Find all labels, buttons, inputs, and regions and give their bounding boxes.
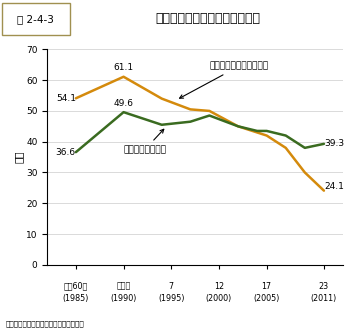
Text: (1990): (1990) (110, 294, 137, 303)
Text: 61.1: 61.1 (113, 63, 134, 72)
FancyBboxPatch shape (2, 3, 70, 35)
Text: 食料・飲料卸売業: 食料・飲料卸売業 (124, 129, 167, 154)
Text: 24.1: 24.1 (324, 182, 344, 190)
Text: (1985): (1985) (63, 294, 89, 303)
Text: 17: 17 (261, 282, 272, 291)
Text: 54.1: 54.1 (56, 94, 76, 103)
Y-axis label: 兆円: 兆円 (13, 151, 23, 163)
Text: 資料：経済産業省「商業動態統計調査」: 資料：経済産業省「商業動態統計調査」 (5, 321, 84, 327)
Text: (2000): (2000) (206, 294, 232, 303)
Text: 農畜産物・水産物卸売業: 農畜産物・水産物卸売業 (180, 62, 268, 98)
Text: 7: 7 (169, 282, 174, 291)
Text: (2011): (2011) (311, 294, 337, 303)
Text: (2005): (2005) (253, 294, 280, 303)
Text: 食品卸売業の商品販売額の推移: 食品卸売業の商品販売額の推移 (156, 13, 261, 25)
Text: 36.6: 36.6 (56, 148, 76, 157)
Text: 23: 23 (319, 282, 329, 291)
Text: 平成２: 平成２ (117, 282, 131, 291)
Text: 昭和60年: 昭和60年 (64, 282, 88, 291)
Text: 図 2-4-3: 図 2-4-3 (16, 14, 54, 24)
Text: 39.3: 39.3 (324, 139, 344, 148)
Text: 49.6: 49.6 (113, 98, 134, 108)
Text: (1995): (1995) (158, 294, 184, 303)
Text: 12: 12 (214, 282, 224, 291)
